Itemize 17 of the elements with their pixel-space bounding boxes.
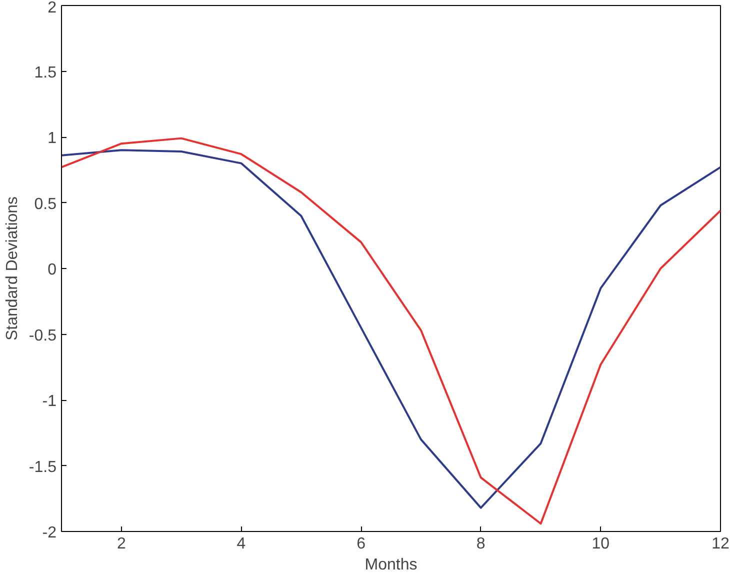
x-tick-label: 4 — [236, 536, 246, 552]
y-tick-label: -0.5 — [28, 327, 57, 344]
x-axis-title: Months — [364, 556, 418, 574]
x-tick-label: 12 — [712, 536, 730, 552]
x-tick-label: 10 — [592, 536, 610, 552]
y-tick-label: 2 — [48, 0, 57, 16]
y-axis-title: Standard Deviations — [4, 196, 21, 341]
x-tick-label: 8 — [476, 536, 486, 552]
y-tick-label: 1 — [48, 130, 57, 147]
y-tick-label: 0 — [48, 262, 57, 278]
y-tick-label: 0.5 — [34, 196, 57, 213]
y-tick-label: -1 — [42, 393, 57, 410]
x-tick-label: 2 — [116, 536, 126, 552]
y-tick-label: -2 — [42, 524, 57, 542]
x-tick-label: 6 — [356, 536, 366, 552]
y-tick-label: 1.5 — [34, 64, 57, 82]
y-tick-label: -1.5 — [28, 458, 57, 476]
